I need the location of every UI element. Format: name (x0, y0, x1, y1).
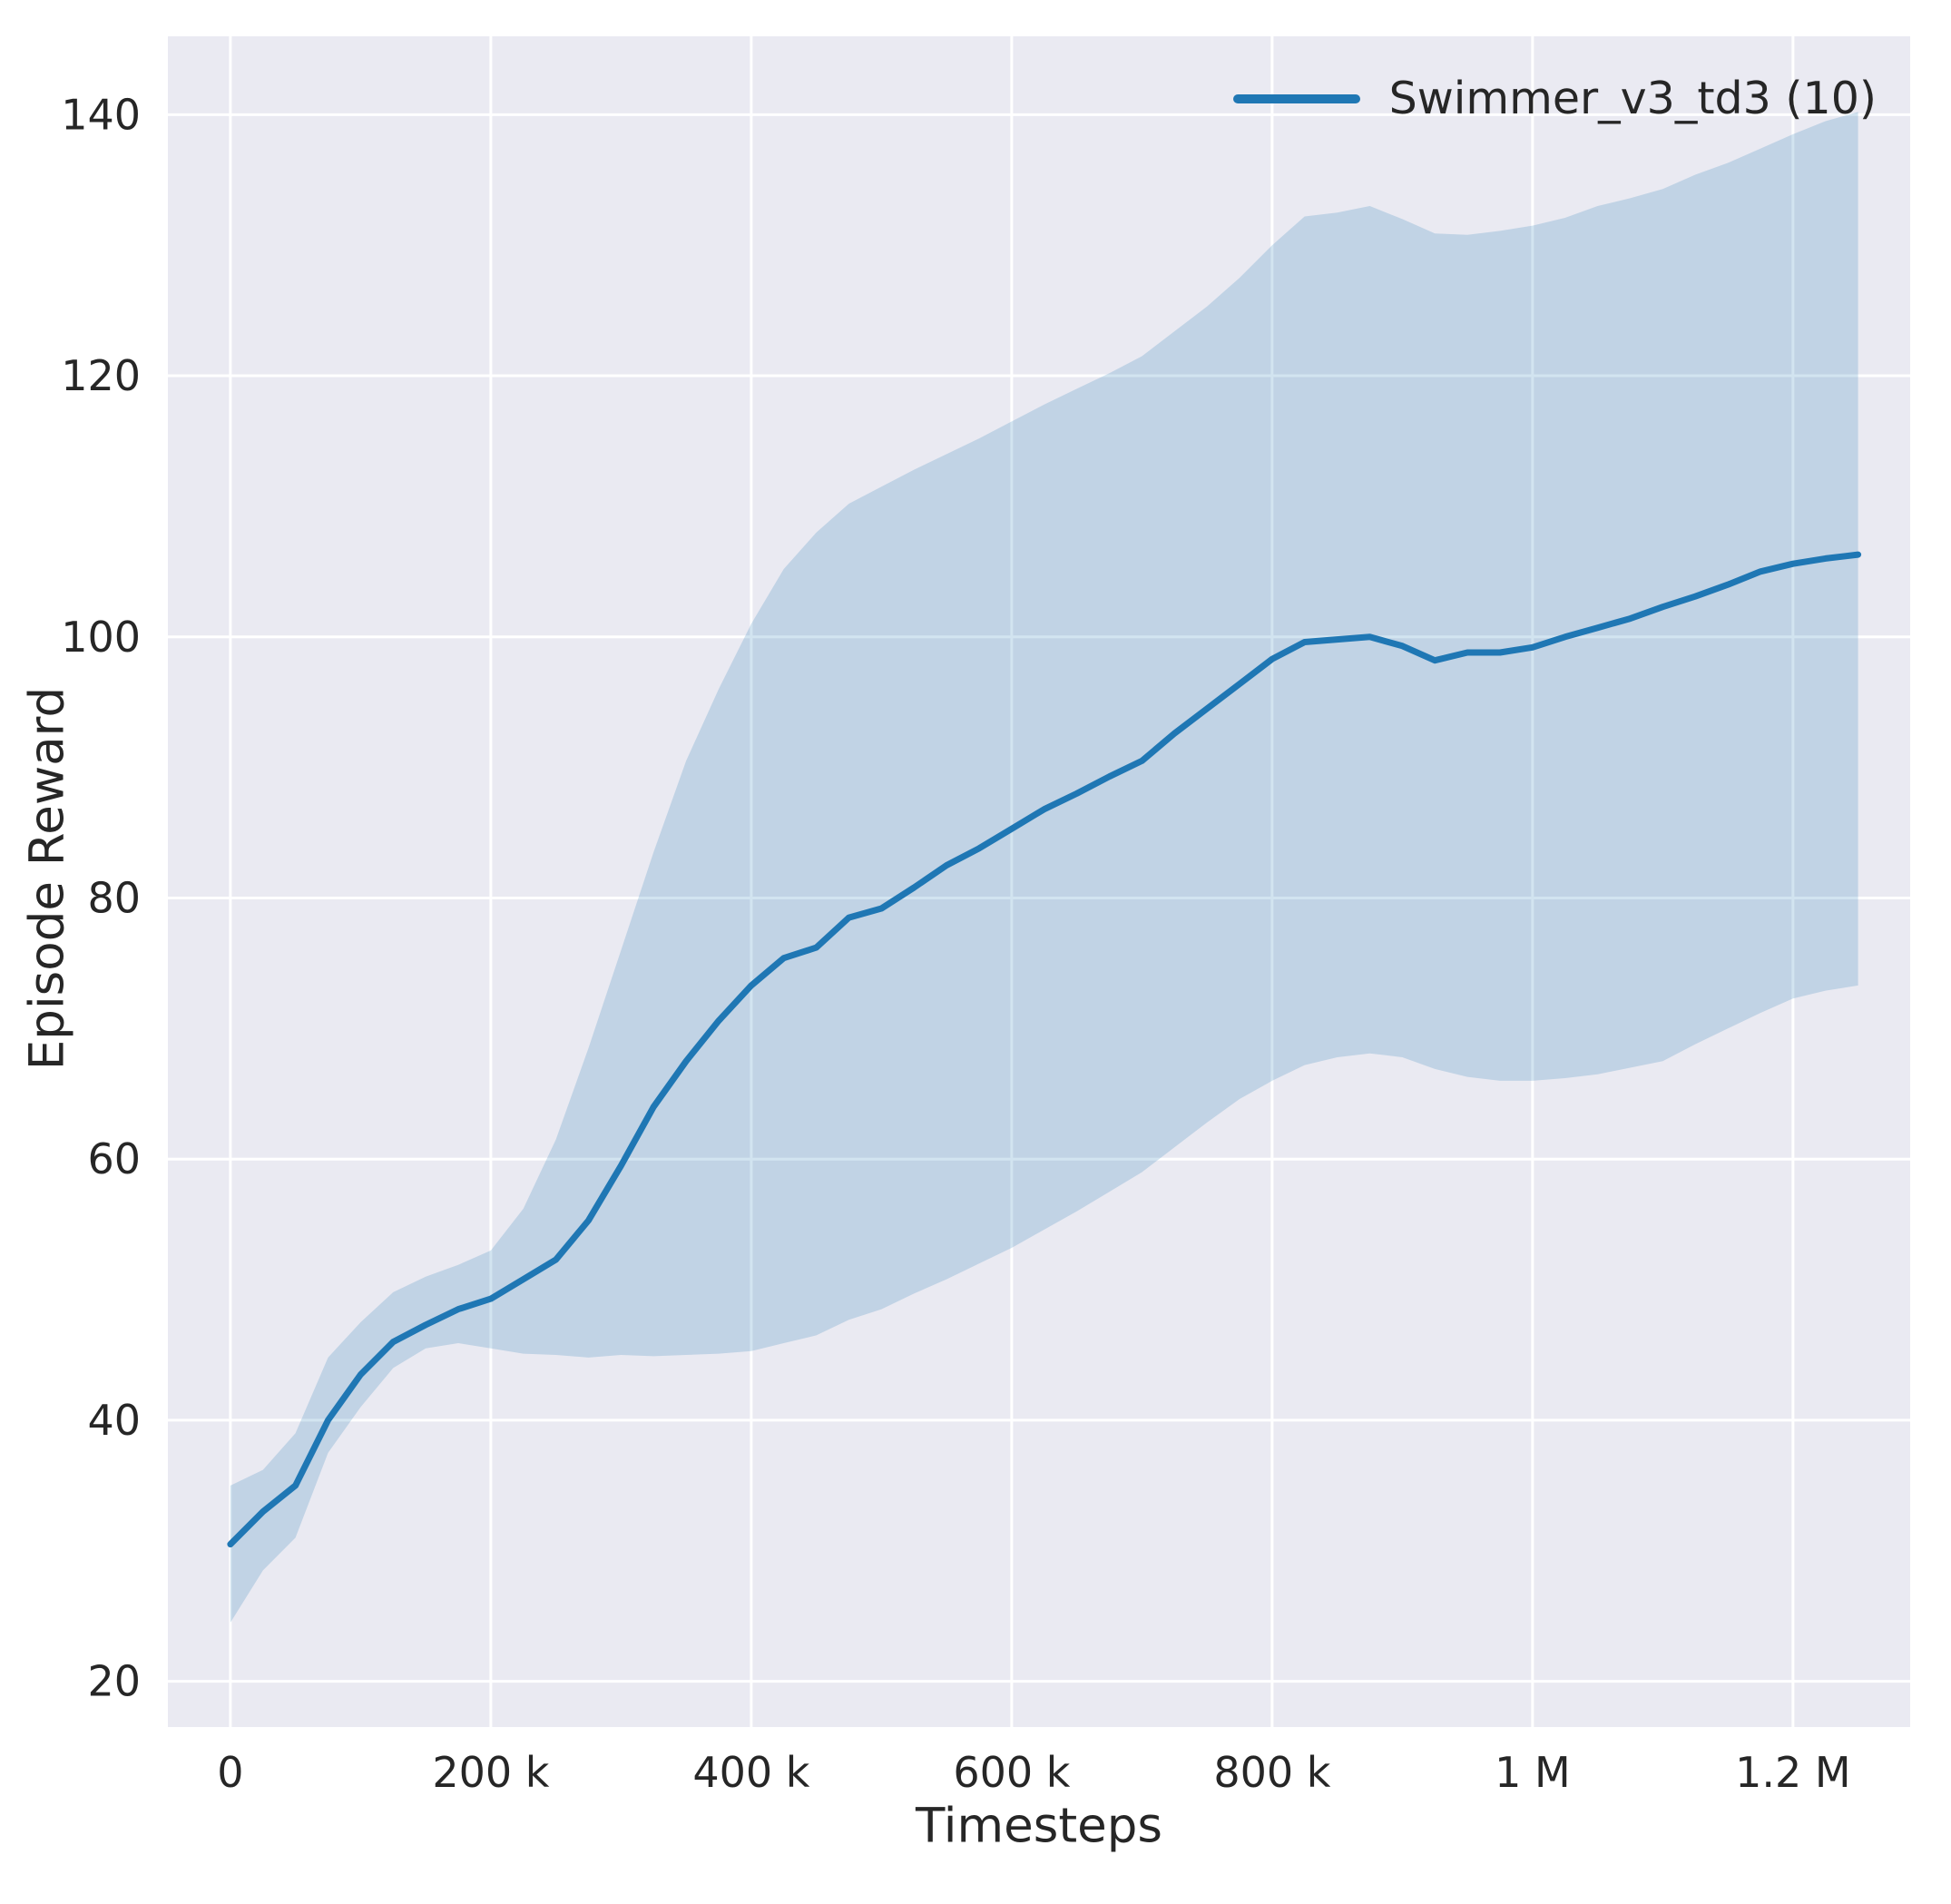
y-tick-label: 80 (87, 873, 141, 922)
x-tick-label: 1 M (1495, 1748, 1571, 1797)
legend-line-swatch (1232, 93, 1360, 103)
x-tick-label: 600 k (953, 1748, 1070, 1797)
mean-reward-line (227, 551, 1862, 1548)
legend-label: Swimmer_v3_td3 (10) (1388, 73, 1877, 124)
y-tick-label: 120 (61, 351, 141, 400)
y-axis-label: Episode Reward (19, 686, 75, 1071)
x-axis-label: Timesteps (916, 1798, 1162, 1854)
x-tick-label: 400 k (692, 1748, 809, 1797)
x-tick-label: 200 k (432, 1748, 549, 1797)
x-tick-label: 0 (217, 1748, 243, 1797)
y-tick-label: 40 (87, 1396, 141, 1445)
legend: Swimmer_v3_td3 (10) (1232, 73, 1877, 124)
y-tick-label: 100 (61, 613, 141, 662)
x-tick-label: 800 k (1213, 1748, 1330, 1797)
y-tick-label: 140 (61, 90, 141, 139)
x-tick-label: 1.2 M (1735, 1748, 1850, 1797)
y-tick-label: 20 (87, 1657, 141, 1706)
y-tick-label: 60 (87, 1134, 141, 1183)
plot-area (168, 36, 1910, 1727)
confidence-band (230, 112, 1858, 1623)
